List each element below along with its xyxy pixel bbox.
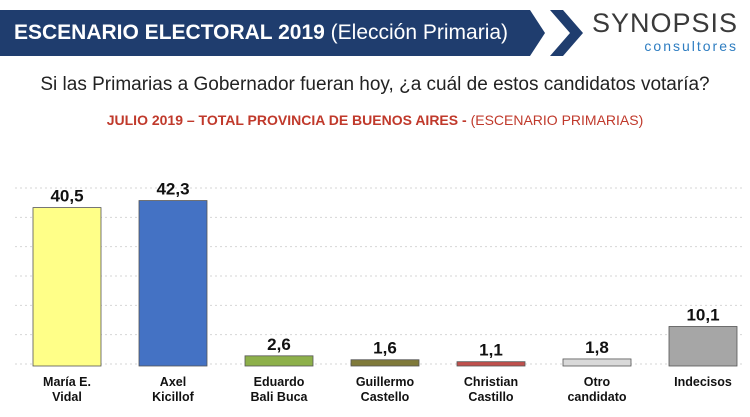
value-label-5: 1,8 (585, 338, 609, 357)
category-label-0: María E. Vidal (43, 375, 91, 404)
bar-5 (562, 358, 632, 367)
survey-question: Si las Primarias a Gobernador fueran hoy… (40, 74, 710, 95)
bar-4 (456, 361, 526, 367)
category-label-3: Guillermo Castello (356, 375, 415, 404)
category-label-2: Eduardo Bali Buca (251, 375, 309, 404)
category-label-6: Indecisos (674, 375, 732, 389)
chart-subtitle: JULIO 2019 – TOTAL PROVINCIA DE BUENOS A… (0, 112, 750, 128)
page-title: ESCENARIO ELECTORAL 2019 (Elección Prima… (14, 10, 508, 56)
chart-gridlines (15, 187, 745, 365)
category-label-4: Christian Castillo (464, 375, 518, 404)
bar-1 (138, 200, 208, 367)
value-label-0: 40,5 (50, 187, 83, 206)
bar-2 (244, 355, 314, 367)
value-label-2: 2,6 (267, 335, 291, 354)
bar-0 (32, 207, 102, 367)
title-banner: ESCENARIO ELECTORAL 2019 (Elección Prima… (0, 10, 545, 56)
title-light: (Elección Primaria) (330, 21, 509, 44)
subtitle-light: (ESCENARIO PRIMARIAS) (470, 112, 644, 128)
logo-sub: consultores (644, 38, 738, 54)
value-label-4: 1,1 (479, 341, 503, 360)
subtitle-bold: JULIO 2019 – TOTAL PROVINCIA DE BUENOS A… (106, 112, 467, 128)
bar-chart: 40,5 María E. Vidal 42,3 Axel Kicillof 2,6 Edua… (15, 180, 745, 404)
chevron-right-icon (550, 10, 583, 56)
bar-3 (350, 359, 420, 367)
value-label-6: 10,1 (686, 305, 719, 324)
title-bold: ESCENARIO ELECTORAL 2019 (14, 21, 325, 44)
logo-main: SYNOPSIS (591, 8, 738, 38)
value-label-1: 42,3 (156, 180, 189, 199)
bar-6 (668, 326, 738, 367)
company-logo: SYNOPSIS consultores (592, 8, 738, 54)
chart-bars: 40,5 María E. Vidal 42,3 Axel Kicillof 2,6 Edua… (32, 180, 738, 404)
category-label-5: Otro candidato (567, 375, 626, 404)
value-label-3: 1,6 (373, 339, 397, 358)
category-label-1: Axel Kicillof (152, 375, 195, 404)
